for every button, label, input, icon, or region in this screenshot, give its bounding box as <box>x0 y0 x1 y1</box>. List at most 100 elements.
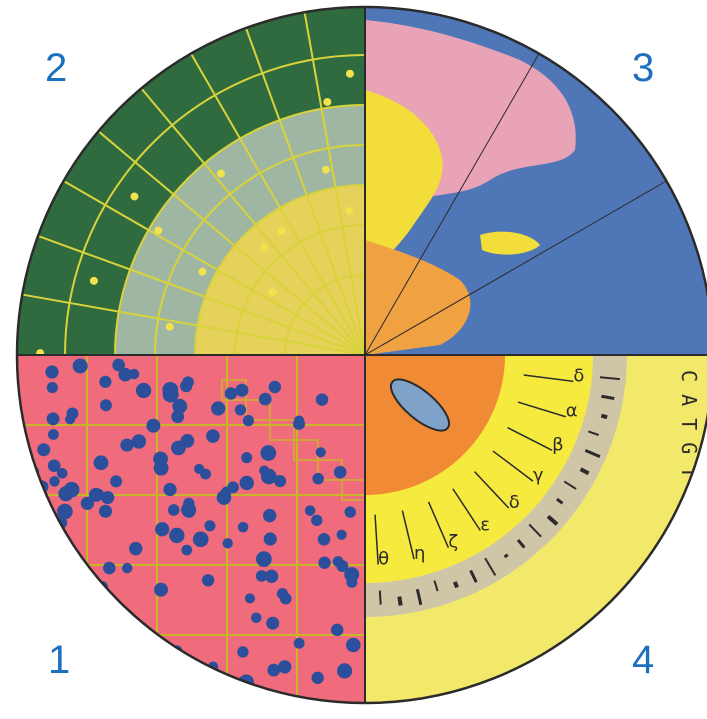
gel-band <box>469 569 478 583</box>
blue-dot <box>239 475 254 491</box>
blue-dot <box>259 465 270 476</box>
blue-dot <box>194 463 205 474</box>
blue-dot <box>171 410 185 424</box>
gel-band <box>378 590 382 605</box>
blue-dot <box>293 637 305 649</box>
blue-dot <box>154 582 168 597</box>
polar-bands <box>17 7 365 355</box>
sub-cell <box>269 419 295 441</box>
blue-dot <box>206 429 220 443</box>
blue-dot <box>169 527 185 544</box>
tree-leaf-mark: γ <box>533 465 544 486</box>
blue-dot <box>128 368 140 380</box>
blue-dot <box>112 358 126 372</box>
gel-band <box>433 580 439 592</box>
blue-dot <box>49 476 60 487</box>
blue-dot <box>153 460 169 476</box>
blue-dot <box>132 680 147 695</box>
blue-dot <box>63 481 80 498</box>
blue-dot <box>330 623 344 637</box>
yellow-spot <box>321 165 330 174</box>
blue-dot <box>332 556 344 567</box>
blue-dot <box>251 612 262 623</box>
spoke-line <box>303 12 365 355</box>
polar-grid-lines <box>17 7 365 355</box>
blue-dot <box>155 653 170 667</box>
blue-dot <box>172 398 188 414</box>
blue-dot <box>318 556 331 569</box>
tree-branch <box>507 426 553 452</box>
blue-dot <box>311 514 323 527</box>
blue-dot <box>346 576 358 588</box>
spoke-line <box>245 27 365 355</box>
gel-band <box>600 413 608 420</box>
blue-dot <box>227 481 239 494</box>
tree-branch <box>517 401 566 418</box>
yellow-spot <box>198 267 207 276</box>
blue-dot <box>201 574 215 587</box>
blue-dot <box>106 610 122 626</box>
blue-dot <box>146 418 161 433</box>
tree-leaf-mark: ζ <box>448 532 458 553</box>
blue-dot <box>263 508 277 523</box>
blue-dot <box>266 616 280 630</box>
blue-dot <box>164 649 179 664</box>
spoke-line <box>37 235 365 355</box>
gel-bands <box>378 376 620 606</box>
spoke-line <box>63 180 365 355</box>
blue-dot <box>20 564 32 575</box>
gel-band <box>556 497 564 505</box>
yellow-spot <box>36 349 45 355</box>
map-line <box>365 53 540 355</box>
tree-branch <box>473 471 510 509</box>
yellow-spot <box>268 288 277 297</box>
blue-dot <box>103 561 116 575</box>
blue-dot <box>72 358 88 374</box>
blue-dot <box>155 522 170 537</box>
blue-dot <box>18 519 32 533</box>
blue-dot <box>21 608 35 621</box>
blue-dot <box>242 415 254 427</box>
blue-dot <box>235 383 249 397</box>
blue-dot <box>20 476 35 491</box>
blue-dot <box>211 401 226 416</box>
cell-organism <box>389 378 451 432</box>
blue-dot <box>222 538 233 549</box>
blue-dot <box>180 380 193 393</box>
blue-dot <box>278 660 292 674</box>
blue-dot <box>47 459 61 473</box>
blue-dot <box>162 381 179 398</box>
gel-band <box>584 448 601 459</box>
blue-dot <box>163 482 177 497</box>
blue-dot <box>122 562 133 574</box>
blue-dot <box>315 393 329 406</box>
blue-dot <box>66 407 79 420</box>
spoke-line <box>97 130 365 355</box>
blue-dot <box>129 541 143 556</box>
circle-outline <box>15 5 707 705</box>
yellow-spot <box>130 192 139 201</box>
blue-dot <box>93 488 104 499</box>
blue-dot <box>237 521 249 533</box>
blue-dot <box>97 604 109 616</box>
yellow-spot <box>260 243 269 252</box>
tree-branch <box>523 374 574 383</box>
yellow-spots <box>36 69 354 355</box>
blue-dot <box>273 475 287 488</box>
blue-dot <box>56 467 68 479</box>
blue-dot <box>260 445 277 461</box>
blue-dot <box>268 380 282 394</box>
yellow-spot <box>323 97 332 106</box>
blue-dot <box>241 452 253 464</box>
tree-leaf-mark: δ <box>509 492 520 513</box>
blue-dot <box>315 447 326 458</box>
spoke-line <box>190 53 365 355</box>
blue-dot <box>59 597 75 613</box>
yellow-spot <box>216 169 225 178</box>
blue-dot <box>98 504 113 518</box>
gel-band <box>587 430 600 436</box>
blue-dot <box>304 505 316 516</box>
